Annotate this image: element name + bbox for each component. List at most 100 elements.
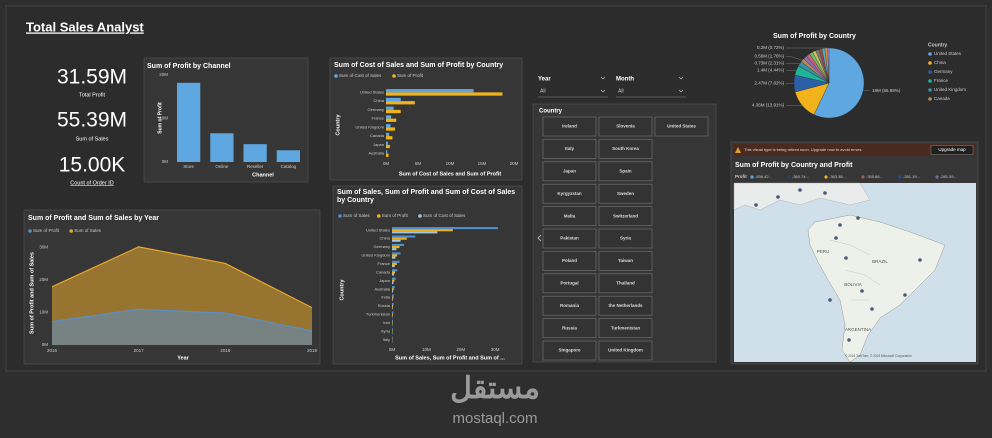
x-tick-label: 5M — [415, 161, 422, 166]
bar — [392, 273, 395, 276]
slicer-item: United States — [667, 124, 696, 129]
x-tick-label: Reseller — [247, 164, 264, 169]
slicer-value: All — [618, 88, 624, 94]
y-axis-title: Country — [339, 279, 345, 301]
legend-marker — [928, 52, 932, 56]
slicer-item: the Netherlands — [608, 303, 643, 308]
legend-marker — [935, 175, 939, 179]
bar — [392, 315, 393, 318]
bar — [386, 92, 503, 96]
map-point — [828, 298, 832, 302]
x-axis-title: Channel — [252, 172, 274, 178]
data-label: 0.56M (1.76%) — [754, 54, 784, 59]
slicer-item: Poland — [562, 258, 577, 263]
bar — [386, 144, 390, 149]
legend-label: Sum of Sales — [74, 228, 102, 233]
slicer-tile[interactable] — [598, 161, 653, 182]
bar — [392, 288, 394, 291]
slicer-tile[interactable] — [598, 273, 653, 294]
y-tick-label: Turkmenistan — [366, 312, 390, 317]
slicer-tile[interactable] — [598, 206, 653, 226]
bar — [386, 101, 415, 105]
legend-title: Country — [928, 42, 947, 48]
x-axis-title: Sum of Sales, Sum of Profit and Sum of .… — [395, 355, 505, 361]
chart-title: Sum of Profit by Country — [773, 33, 856, 40]
warning-text: This visual type is being retired soon. … — [744, 147, 863, 152]
bar — [386, 150, 388, 154]
bar — [392, 321, 393, 324]
slicer-tile[interactable] — [598, 183, 653, 204]
slicer-item: Switzerland — [613, 213, 638, 218]
x-tick-label: 2019 — [307, 348, 318, 353]
legend-marker — [824, 175, 828, 179]
chart-title: Sum of Profit by Country and Profit — [735, 162, 853, 169]
legend-marker — [418, 214, 422, 218]
slicer-tile[interactable] — [598, 116, 653, 137]
chart-title: Sum of Profit and Sum of Sales by Year — [28, 215, 159, 222]
scroll-arrow[interactable] — [537, 234, 542, 242]
legend-marker — [928, 70, 932, 74]
bar — [392, 231, 438, 234]
kpi-label: Sum of Sales — [76, 136, 109, 142]
slicer-tile[interactable] — [542, 295, 597, 316]
x-tick-label: 20M — [456, 347, 465, 352]
slicer-tile[interactable] — [542, 206, 597, 226]
kpi-value: 55.39M — [57, 109, 127, 132]
slicer-label: Year — [538, 77, 551, 83]
legend-marker — [861, 175, 865, 179]
bar — [392, 336, 393, 339]
slicer-tile[interactable] — [598, 251, 653, 271]
slicer-tile[interactable] — [654, 116, 709, 137]
map-label: PERU — [817, 249, 830, 254]
watermark-url: mostaql.com — [452, 410, 537, 427]
bar — [392, 319, 394, 322]
slicer-tile[interactable] — [542, 139, 597, 159]
watermark-logo: مستقل — [450, 372, 540, 405]
bar — [386, 97, 401, 102]
slicer-tile[interactable] — [542, 116, 597, 137]
legend-label: Sum of Profit — [33, 228, 60, 233]
slicer-tile[interactable] — [598, 340, 653, 361]
slicer-tile[interactable] — [542, 251, 597, 271]
map-point — [847, 338, 851, 342]
bar — [392, 229, 453, 232]
data-label: 0.73M (2.31%) — [754, 61, 784, 66]
bar — [392, 254, 398, 257]
bar — [392, 305, 394, 308]
legend-label: -360.74... — [792, 174, 809, 179]
slicer-tile[interactable] — [598, 295, 653, 316]
bar — [392, 281, 394, 284]
legend-marker — [787, 175, 791, 179]
slicer-tile[interactable] — [542, 340, 597, 361]
bar — [392, 260, 400, 263]
line — [51, 246, 313, 309]
bar — [392, 307, 393, 310]
slicer-tile[interactable] — [542, 318, 597, 338]
map-point — [834, 236, 838, 240]
legend-label: Sum of Profit — [382, 213, 409, 218]
bar — [392, 302, 394, 306]
upgrade-button[interactable] — [930, 145, 974, 155]
map-point — [860, 289, 864, 293]
slicer-tile[interactable] — [542, 273, 597, 294]
kpi-label: Count of Order ID — [70, 180, 113, 186]
legend-marker — [338, 214, 342, 218]
legend-marker — [928, 88, 932, 92]
slicer-tile[interactable] — [542, 183, 597, 204]
bar — [386, 132, 390, 137]
legend-label: Sum of Cost of Sales — [423, 213, 466, 218]
slicer-tile[interactable] — [598, 139, 653, 159]
bar — [243, 144, 267, 162]
slicer-tile[interactable] — [598, 228, 653, 249]
legend-label: -363.38... — [829, 174, 846, 179]
slicer-tile[interactable] — [542, 228, 597, 249]
slicer-tile[interactable] — [598, 318, 653, 338]
y-tick-label: 20M — [39, 277, 48, 282]
bar — [392, 243, 405, 247]
y-tick-label: India — [381, 295, 390, 300]
map-point — [838, 223, 842, 227]
bar — [392, 237, 407, 240]
x-tick-label: 10M — [422, 347, 431, 352]
legend-marker — [69, 229, 73, 233]
slicer-tile[interactable] — [542, 161, 597, 182]
